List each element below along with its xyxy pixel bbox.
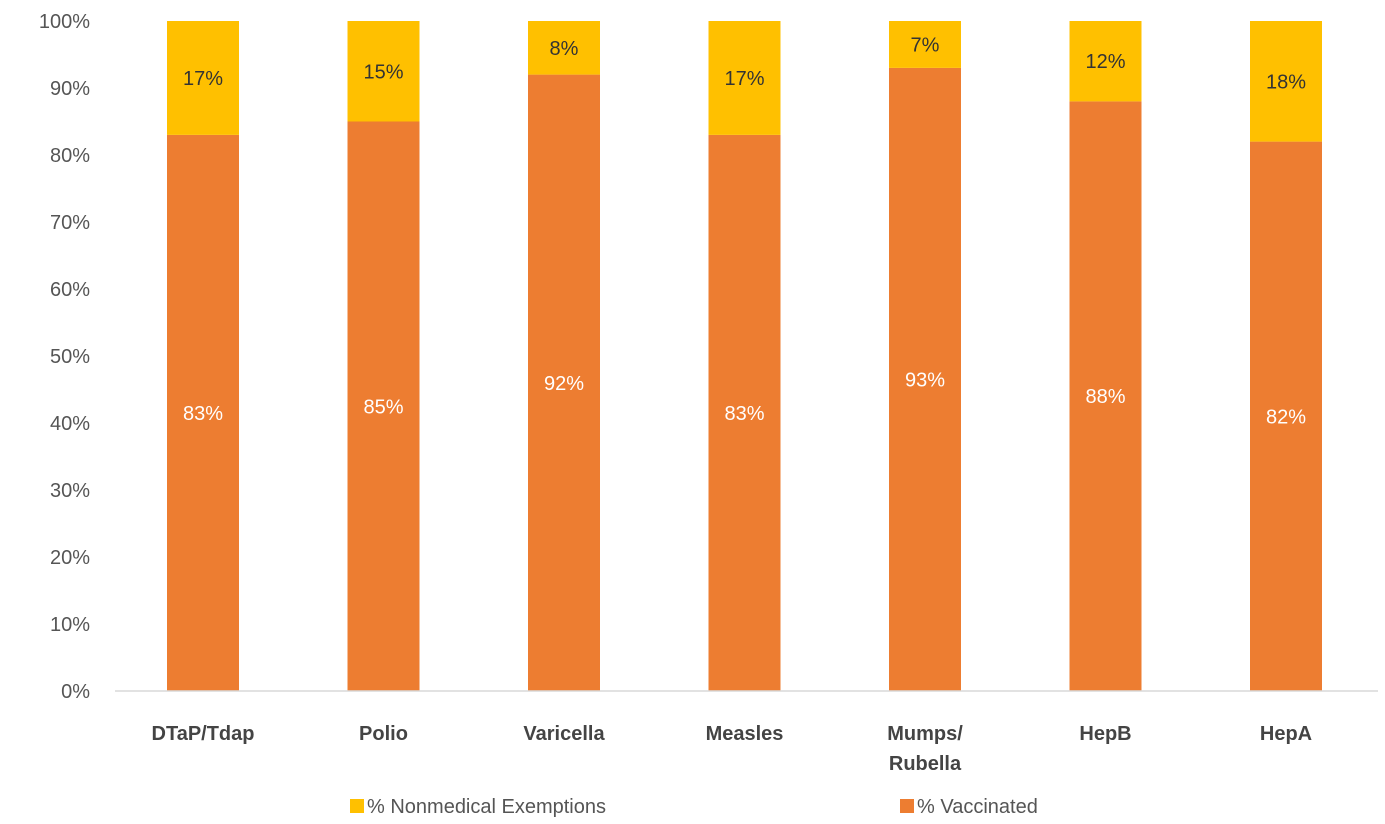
exemption-bar-segment	[889, 21, 961, 68]
x-axis: DTaP/Tdap Polio Varicella Measles Mumps/Rube…	[152, 723, 1313, 775]
data-label: 12%	[1085, 51, 1125, 73]
data-label: 93%	[905, 369, 945, 391]
data-label: 15%	[363, 61, 403, 83]
data-label: 92%	[544, 373, 584, 395]
data-label: 8%	[550, 38, 579, 60]
vaccinated-bar-segment	[1250, 141, 1322, 692]
category-label: DTaP/Tdap	[152, 723, 255, 745]
y-tick-label: 20%	[50, 547, 90, 569]
vaccinated-bar-segment	[528, 74, 600, 692]
category-label: Rubella	[889, 753, 962, 775]
data-label: 85%	[363, 396, 403, 418]
exemption-bar-segment	[167, 21, 239, 135]
category-label: HepA	[1260, 723, 1312, 745]
y-tick-label: 40%	[50, 413, 90, 435]
y-tick-label: 50%	[50, 346, 90, 368]
category-label: Mumps/	[887, 723, 963, 745]
vaccinated-bar-segment	[347, 121, 420, 691]
exemption-bar-segment	[708, 21, 781, 135]
data-label: 83%	[183, 403, 223, 425]
vaccinated-bar-segment	[167, 134, 239, 691]
data-label: 17%	[724, 68, 764, 90]
legend-label: % Nonmedical Exemptions	[367, 796, 606, 818]
legend-label: % Vaccinated	[917, 796, 1038, 818]
data-label: 7%	[911, 34, 940, 56]
y-tick-label: 10%	[50, 614, 90, 636]
vaccinated-bar-segment	[1069, 101, 1142, 691]
category-label: Varicella	[523, 723, 605, 745]
category-label: Polio	[359, 723, 408, 745]
exemption-bar-segment	[528, 21, 600, 75]
y-tick-label: 100%	[39, 11, 90, 33]
vaccinated-bar-segment	[708, 134, 781, 691]
y-tick-label: 0%	[61, 681, 90, 703]
data-label: 18%	[1266, 71, 1306, 93]
bar-plot-area: 83% 17% 85% 15% 92% 8% 83% 17% 93% 7% 88% 12% 82% 18%	[167, 21, 1322, 692]
data-label: 83%	[724, 403, 764, 425]
y-tick-label: 90%	[50, 78, 90, 100]
data-label: 88%	[1085, 386, 1125, 408]
exemption-bar-segment	[1069, 21, 1142, 102]
legend-swatch	[900, 799, 914, 813]
y-axis: 0% 10% 20% 30% 40% 50% 60% 70% 80% 90% 100%	[39, 11, 90, 703]
vaccinated-bar-segment	[889, 67, 961, 691]
y-tick-label: 30%	[50, 480, 90, 502]
exemption-bar-segment	[347, 21, 420, 122]
category-label: Measles	[706, 723, 784, 745]
y-tick-label: 60%	[50, 279, 90, 301]
legend-swatch	[350, 799, 364, 813]
legend: % Nonmedical Exemptions % Vaccinated	[350, 796, 1038, 818]
y-tick-label: 80%	[50, 145, 90, 167]
y-tick-label: 70%	[50, 212, 90, 234]
data-label: 82%	[1266, 406, 1306, 428]
exemption-bar-segment	[1250, 21, 1322, 142]
data-label: 17%	[183, 68, 223, 90]
category-label: HepB	[1079, 723, 1131, 745]
